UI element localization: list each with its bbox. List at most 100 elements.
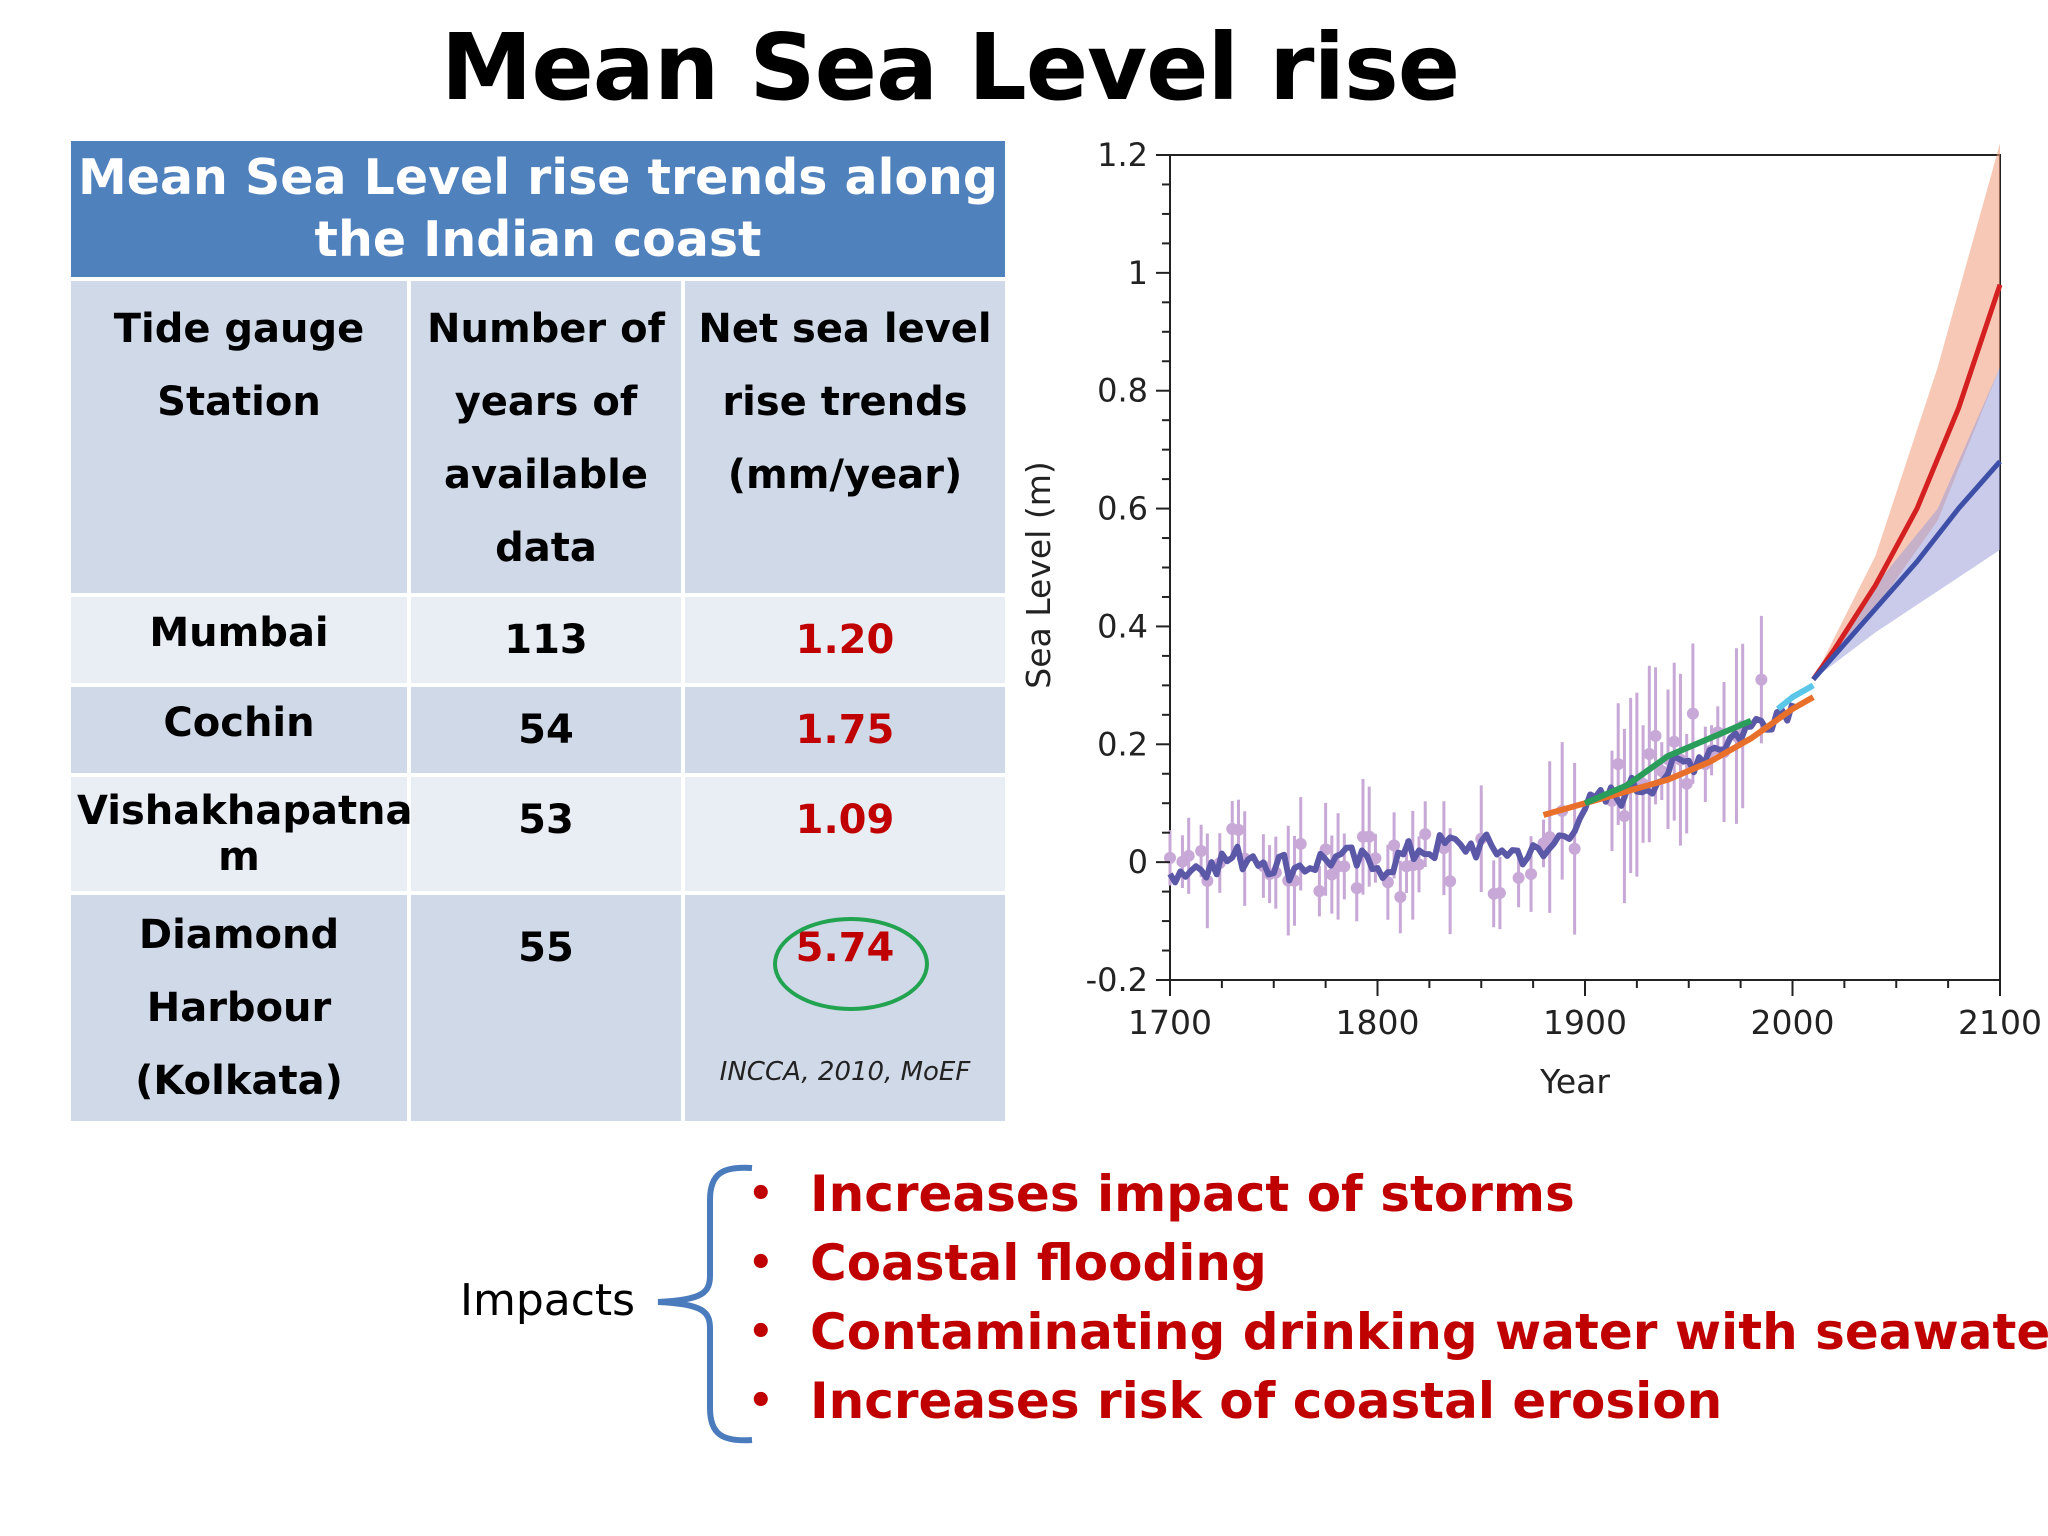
station-name: Vishakhapatna <box>77 788 413 834</box>
station-cell: Vishakhapatna m <box>67 773 413 895</box>
x-tick-label: 1800 <box>1336 1003 1420 1042</box>
x-tick-label: 1900 <box>1543 1003 1627 1042</box>
header-line: Number of <box>427 306 665 352</box>
data-point <box>1369 852 1382 865</box>
header-line: (mm/year) <box>727 452 963 498</box>
data-point <box>1568 842 1581 855</box>
impact-list: • Increases impact of storms • Coastal flo… <box>740 1160 2048 1436</box>
station-name: Harbour <box>146 984 332 1031</box>
impacts-label: Impacts <box>460 1275 636 1326</box>
x-tick-label: 2000 <box>1751 1003 1835 1042</box>
station-cell: Mumbai <box>67 593 411 687</box>
impact-item: • Contaminating drinking water with seawa… <box>740 1298 2048 1367</box>
data-point <box>1363 830 1376 843</box>
brace-icon <box>657 1164 753 1444</box>
source-note: INCCA, 2010, MoEF <box>719 1057 971 1087</box>
data-point <box>1680 777 1693 790</box>
y-tick-label: 1.2 <box>1097 136 1148 174</box>
table-row: Mumbai 113 1.20 <box>67 593 1009 687</box>
table-row: Vishakhapatna m 53 1.09 <box>67 773 1009 895</box>
years-cell: 55 <box>407 891 685 1125</box>
data-point <box>1649 729 1662 742</box>
impact-text: Coastal flooding <box>810 1234 1267 1292</box>
x-tick-label: 2100 <box>1958 1003 2040 1042</box>
station-name: (Kolkata) <box>135 1057 343 1104</box>
highlight-circle <box>773 917 929 1011</box>
station-name: m <box>218 834 260 880</box>
years-cell: 53 <box>407 773 685 895</box>
data-point <box>1394 891 1407 904</box>
data-point <box>1755 673 1768 686</box>
trend-cell: 1.09 <box>681 773 1009 895</box>
data-point <box>1388 839 1401 852</box>
station-name: Mumbai <box>149 610 329 656</box>
header-line: years of <box>454 379 638 425</box>
header-line: Station <box>157 379 321 425</box>
data-point <box>1668 735 1681 748</box>
trend-cell: 1.20 <box>681 593 1009 687</box>
y-axis-label: Sea Level (m) <box>1019 461 1058 688</box>
data-point <box>1195 845 1208 858</box>
header-line: rise trends <box>722 379 968 425</box>
x-axis-label: Year <box>1539 1062 1610 1095</box>
header-years: Number of years of available data <box>407 277 685 597</box>
table-caption-line: the Indian coast <box>314 211 762 268</box>
station-name: Cochin <box>163 700 315 746</box>
data-point <box>1512 871 1525 884</box>
trend-cell: 1.75 <box>681 683 1009 777</box>
header-line: available <box>444 452 648 498</box>
header-trend: Net sea level rise trends (mm/year) <box>681 277 1009 597</box>
series-line <box>1776 682 1815 712</box>
data-point <box>1232 823 1245 836</box>
sea-level-chart: -0.2 0 0.2 0.4 0.6 0.8 1 1.2 1700 1800 1900 2000 210… <box>1019 136 2040 1095</box>
data-point <box>1294 837 1307 850</box>
y-tick-label: 0 <box>1128 843 1148 881</box>
x-tick-label: 1700 <box>1128 1003 1212 1042</box>
impact-item: • Coastal flooding <box>740 1229 2048 1298</box>
y-tick-label: 0.6 <box>1097 490 1148 528</box>
y-tick-label: 0.2 <box>1097 725 1148 763</box>
data-point <box>1618 809 1631 822</box>
uncertainty-band <box>1813 367 2000 680</box>
data-point <box>1493 886 1506 899</box>
y-tick-label: 0.8 <box>1097 372 1148 410</box>
series-line <box>1811 283 2003 681</box>
series-line <box>1811 459 2002 682</box>
data-point <box>1643 747 1656 760</box>
table-row: Diamond Harbour (Kolkata) 55 5.74 INCCA,… <box>67 891 1009 1125</box>
years-cell: 54 <box>407 683 685 777</box>
impact-item: • Increases impact of storms <box>740 1160 2048 1229</box>
bullet-icon: • <box>748 1240 774 1286</box>
table-caption-line: Mean Sea Level rise trends along <box>77 149 999 206</box>
trend-cell: 5.74 INCCA, 2010, MoEF <box>681 891 1009 1125</box>
station-cell: Diamond Harbour (Kolkata) <box>67 891 411 1125</box>
data-point <box>1338 860 1351 873</box>
impact-text: Increases risk of coastal erosion <box>810 1372 1723 1430</box>
data-point <box>1413 858 1425 871</box>
bullet-icon: • <box>748 1378 774 1424</box>
plot-area: -0.2 0 0.2 0.4 0.6 0.8 1 1.2 1700 1800 1900 2000 210… <box>1086 136 2040 1042</box>
impact-item: • Increases risk of coastal erosion <box>740 1367 2048 1436</box>
bullet-icon: • <box>748 1309 774 1355</box>
bullet-icon: • <box>748 1171 774 1217</box>
header-line: Net sea level <box>698 306 992 352</box>
table-caption: Mean Sea Level rise trends along the Ind… <box>67 137 1009 281</box>
data-point <box>1164 851 1176 864</box>
header-line: data <box>495 525 597 571</box>
series-line <box>1167 702 1796 886</box>
years-cell: 113 <box>407 593 685 687</box>
uncertainty-band <box>1813 143 2000 680</box>
station-cell: Cochin <box>67 683 411 777</box>
series-line <box>1583 717 1753 806</box>
header-line: Tide gauge <box>113 306 365 352</box>
data-point <box>1313 885 1326 898</box>
table-row: Cochin 54 1.75 <box>67 683 1009 777</box>
data-point <box>1182 849 1195 862</box>
data-point <box>1525 868 1538 881</box>
data-point <box>1444 875 1457 888</box>
y-tick-label: 1 <box>1128 254 1148 292</box>
data-point <box>1686 707 1699 720</box>
data-point <box>1350 882 1363 895</box>
header-station: Tide gauge Station <box>67 277 411 597</box>
station-name: Diamond <box>138 911 340 958</box>
